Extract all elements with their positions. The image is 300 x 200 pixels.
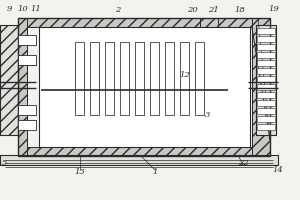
Bar: [90, 42, 99, 115]
Bar: [150, 42, 159, 115]
Bar: [39, 27, 250, 147]
Text: 11: 11: [31, 5, 41, 13]
Text: 14: 14: [273, 166, 283, 174]
Bar: [0, 25, 18, 135]
Text: 5: 5: [1, 159, 7, 167]
Text: 22: 22: [238, 159, 248, 167]
Text: 9: 9: [6, 5, 12, 13]
Bar: [18, 147, 270, 156]
Text: 21: 21: [208, 6, 218, 14]
Bar: [0, 25, 18, 135]
Bar: [0, 155, 278, 165]
Bar: [257, 60, 275, 66]
Bar: [256, 25, 276, 135]
Bar: [252, 18, 270, 156]
Text: 13: 13: [75, 168, 86, 176]
Bar: [105, 42, 114, 115]
Bar: [120, 42, 129, 115]
Bar: [18, 120, 36, 130]
Bar: [18, 18, 270, 27]
Bar: [257, 84, 275, 90]
Bar: [75, 42, 84, 115]
Text: 2: 2: [115, 6, 121, 14]
Text: 10: 10: [18, 5, 28, 13]
Bar: [257, 116, 275, 122]
Text: 3: 3: [205, 111, 211, 119]
Bar: [257, 68, 275, 74]
Bar: [257, 124, 275, 130]
Bar: [257, 36, 275, 42]
Text: 18: 18: [235, 6, 245, 14]
Text: 19: 19: [268, 5, 279, 13]
Text: 1: 1: [152, 168, 158, 176]
Bar: [257, 76, 275, 82]
Bar: [257, 52, 275, 58]
Bar: [18, 18, 27, 156]
Bar: [256, 25, 276, 135]
Bar: [0, 155, 278, 165]
Bar: [18, 18, 270, 156]
Bar: [195, 42, 204, 115]
Bar: [18, 105, 36, 115]
Bar: [257, 108, 275, 114]
Bar: [18, 55, 36, 65]
Bar: [257, 92, 275, 98]
Bar: [257, 28, 275, 34]
Bar: [165, 42, 174, 115]
Bar: [257, 100, 275, 106]
Bar: [135, 42, 144, 115]
Bar: [180, 42, 189, 115]
Bar: [257, 44, 275, 50]
Text: 20: 20: [187, 6, 197, 14]
Bar: [18, 35, 36, 45]
Text: 12: 12: [180, 71, 190, 79]
